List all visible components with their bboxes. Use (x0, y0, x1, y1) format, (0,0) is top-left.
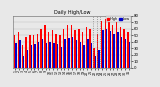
Bar (71, 25, 72, 68)
Bar (123, 29, 125, 68)
Bar (74, 30, 76, 68)
Bar (72, 37, 73, 68)
Bar (29, 35, 31, 68)
Legend: High, Low: High, Low (106, 16, 131, 22)
Bar (53, 43, 55, 68)
Bar (14, 35, 15, 68)
Bar (97, 34, 98, 68)
Bar (113, 34, 115, 68)
Bar (34, 44, 36, 68)
Bar (104, 19, 106, 68)
Bar (129, 42, 130, 68)
Bar (38, 42, 40, 68)
Bar (23, 56, 24, 68)
Bar (22, 45, 23, 68)
Bar (125, 39, 126, 68)
Bar (87, 39, 88, 68)
Bar (121, 37, 122, 68)
Bar (112, 25, 113, 68)
Bar (33, 35, 34, 68)
Bar (83, 45, 85, 68)
Bar (25, 37, 27, 68)
Bar (102, 30, 104, 68)
Text: Milwaukee, dew: Milwaukee, dew (0, 26, 1, 57)
Bar (89, 29, 91, 68)
Bar (49, 42, 51, 68)
Bar (64, 39, 66, 68)
Bar (42, 39, 43, 68)
Bar (59, 35, 61, 68)
Bar (48, 32, 49, 68)
Bar (101, 21, 102, 68)
Bar (82, 32, 83, 68)
Bar (106, 29, 107, 68)
Bar (56, 34, 57, 68)
Bar (57, 44, 58, 68)
Bar (116, 22, 117, 68)
Bar (110, 31, 111, 68)
Bar (78, 29, 80, 68)
Title: Daily High/Low: Daily High/Low (54, 10, 90, 15)
Bar (95, 56, 96, 68)
Bar (80, 42, 81, 68)
Bar (40, 29, 42, 68)
Bar (127, 32, 129, 68)
Bar (76, 40, 77, 68)
Bar (18, 32, 19, 68)
Bar (68, 38, 70, 68)
Bar (15, 43, 17, 68)
Bar (61, 47, 62, 68)
Bar (108, 22, 110, 68)
Bar (19, 40, 21, 68)
Bar (63, 29, 64, 68)
Bar (52, 30, 53, 68)
Bar (67, 25, 68, 68)
Bar (31, 45, 32, 68)
Bar (117, 32, 119, 68)
Bar (27, 50, 28, 68)
Bar (120, 27, 121, 68)
Bar (44, 25, 46, 68)
Bar (91, 43, 92, 68)
Bar (86, 27, 87, 68)
Bar (98, 50, 100, 68)
Bar (46, 43, 47, 68)
Bar (37, 34, 38, 68)
Bar (93, 48, 95, 68)
